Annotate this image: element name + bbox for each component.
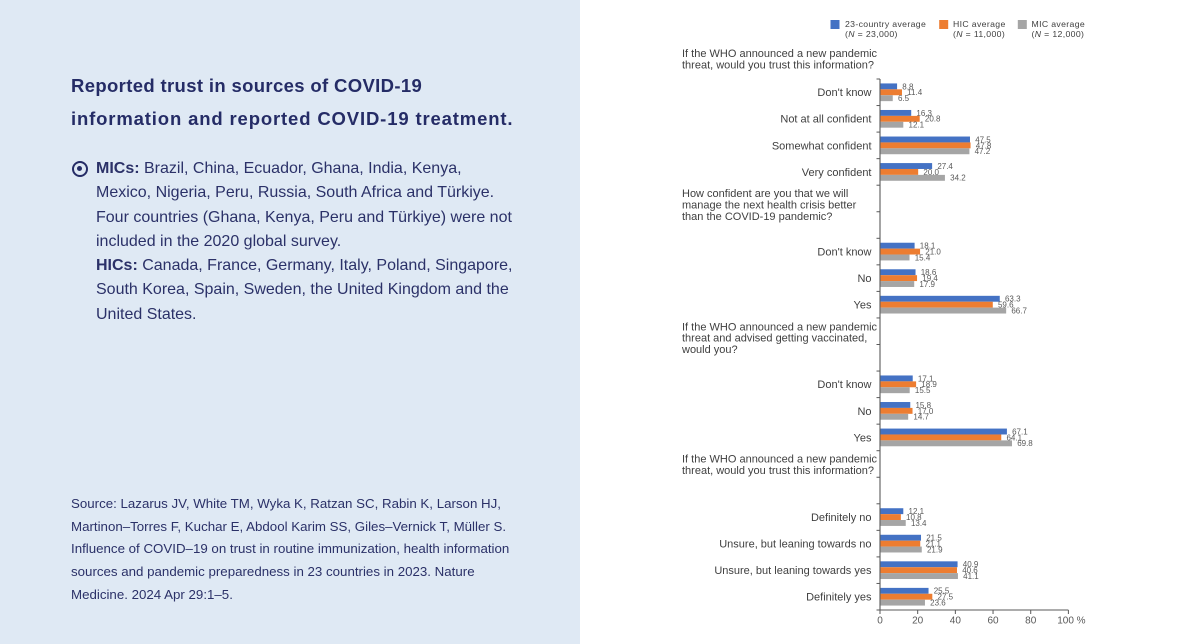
svg-text:21.1: 21.1 [925, 540, 941, 549]
svg-text:40.6: 40.6 [962, 566, 978, 575]
svg-text:16.3: 16.3 [916, 109, 932, 118]
svg-text:21.9: 21.9 [927, 545, 943, 554]
svg-text:40: 40 [950, 616, 962, 627]
svg-text:14.7: 14.7 [913, 413, 929, 422]
svg-text:60: 60 [987, 616, 999, 627]
svg-text:Don't know: Don't know [817, 87, 871, 99]
svg-text:Not at all confident: Not at all confident [780, 114, 871, 126]
svg-text:47.8: 47.8 [976, 141, 992, 150]
svg-text:21.5: 21.5 [926, 534, 942, 543]
svg-text:Unsure, but leaning towards no: Unsure, but leaning towards no [719, 539, 871, 551]
svg-text:27.4: 27.4 [937, 162, 953, 171]
svg-text:If the WHO announced a new pan: If the WHO announced a new pandemic [682, 321, 878, 333]
svg-text:64.1: 64.1 [1006, 433, 1022, 442]
svg-text:manage the next health crisis: manage the next health crisis better [682, 199, 857, 211]
svg-text:Definitely no: Definitely no [811, 512, 872, 524]
svg-text:69.8: 69.8 [1017, 439, 1033, 448]
svg-text:41.1: 41.1 [963, 572, 979, 581]
svg-text:40.9: 40.9 [963, 560, 979, 569]
svg-text:15.8: 15.8 [915, 401, 931, 410]
svg-text:66.7: 66.7 [1011, 306, 1027, 315]
svg-text:13.4: 13.4 [911, 519, 927, 528]
svg-text:34.2: 34.2 [950, 174, 966, 183]
svg-text:8.8: 8.8 [902, 82, 914, 91]
svg-text:Yes: Yes [854, 432, 872, 444]
svg-text:10.8: 10.8 [906, 513, 922, 522]
svg-text:(N = 23,000): (N = 23,000) [845, 29, 898, 39]
svg-text:(N = 12,000): (N = 12,000) [1032, 29, 1085, 39]
svg-text:27.5: 27.5 [938, 593, 954, 602]
svg-text:20: 20 [912, 616, 924, 627]
svg-text:Don't know: Don't know [817, 246, 871, 258]
svg-text:12.1: 12.1 [909, 507, 925, 516]
svg-text:threat, would you trust this i: threat, would you trust this information… [682, 465, 874, 477]
svg-text:Definitely yes: Definitely yes [806, 592, 872, 604]
svg-text:47.5: 47.5 [975, 135, 991, 144]
svg-text:No: No [857, 273, 871, 285]
svg-text:would you?: would you? [681, 344, 738, 356]
svg-text:threat and advised getting vac: threat and advised getting vaccinated, [682, 333, 867, 345]
svg-text:25.5: 25.5 [934, 587, 950, 596]
svg-text:67.1: 67.1 [1012, 427, 1028, 436]
svg-text:0: 0 [877, 616, 883, 627]
svg-text:How confident are you that we: How confident are you that we will [682, 188, 848, 200]
svg-text:15.4: 15.4 [915, 253, 931, 262]
svg-text:If the WHO announced a new pan: If the WHO announced a new pandemic [682, 454, 878, 466]
svg-text:20.0: 20.0 [923, 168, 939, 177]
svg-text:(N = 11,000): (N = 11,000) [953, 29, 1005, 39]
svg-text:6.5: 6.5 [898, 94, 910, 103]
svg-text:MIC average: MIC average [1032, 19, 1086, 29]
svg-text:Yes: Yes [854, 300, 872, 312]
svg-text:18.9: 18.9 [921, 380, 937, 389]
svg-text:Unsure, but leaning towards ye: Unsure, but leaning towards yes [714, 565, 872, 577]
svg-text:59.6: 59.6 [998, 301, 1014, 310]
svg-text:100 %: 100 % [1057, 616, 1085, 627]
svg-text:No: No [857, 406, 871, 418]
svg-text:17.9: 17.9 [919, 280, 935, 289]
svg-text:11.4: 11.4 [907, 88, 923, 97]
svg-text:12.1: 12.1 [909, 121, 925, 130]
svg-text:17.1: 17.1 [918, 374, 934, 383]
svg-text:47.2: 47.2 [975, 147, 991, 156]
svg-text:20.8: 20.8 [925, 115, 941, 124]
svg-text:than the COVID-19 pandemic?: than the COVID-19 pandemic? [682, 211, 832, 223]
svg-text:19.4: 19.4 [922, 274, 938, 283]
svg-text:Somewhat confident: Somewhat confident [772, 140, 872, 152]
svg-text:23.6: 23.6 [930, 599, 946, 608]
svg-text:21.0: 21.0 [925, 247, 941, 256]
svg-text:threat, would you trust this i: threat, would you trust this information… [682, 60, 874, 72]
svg-text:15.5: 15.5 [915, 386, 931, 395]
svg-text:HIC average: HIC average [953, 19, 1006, 29]
svg-text:18.1: 18.1 [920, 242, 936, 251]
svg-text:17.0: 17.0 [918, 407, 934, 416]
svg-text:Very confident: Very confident [802, 167, 872, 179]
svg-text:If the WHO announced a new pan: If the WHO announced a new pandemic [682, 48, 878, 60]
svg-text:80: 80 [1025, 616, 1037, 627]
svg-text:Don't know: Don't know [817, 379, 871, 391]
svg-text:18.6: 18.6 [921, 268, 937, 277]
svg-text:23-country average: 23-country average [845, 19, 926, 29]
svg-text:63.3: 63.3 [1005, 295, 1021, 304]
